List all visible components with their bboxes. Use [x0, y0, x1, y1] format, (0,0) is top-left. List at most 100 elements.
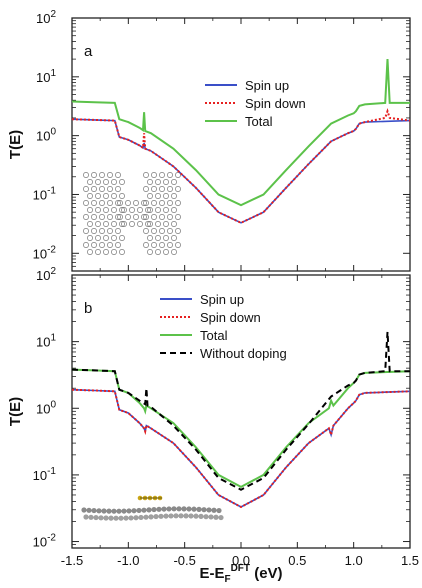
atom-ring: [147, 179, 153, 185]
y-tick-base: 10: [33, 187, 47, 202]
atom-ring: [107, 186, 113, 192]
atom-ring: [83, 200, 89, 206]
atom-ring: [143, 228, 149, 234]
y-tick-label: 10-1: [33, 466, 57, 483]
y-tick-exponent: 1: [50, 333, 56, 344]
atom: [196, 506, 202, 512]
atom-ring: [107, 228, 113, 234]
atom-ring: [145, 207, 151, 213]
atom: [123, 515, 129, 521]
atom-ring: [115, 172, 121, 178]
y-tick-base: 10: [36, 335, 50, 350]
atom-ring: [99, 200, 105, 206]
atom-ring: [115, 200, 121, 206]
atom: [148, 514, 154, 520]
atom-ring: [115, 214, 121, 220]
atom: [118, 515, 124, 521]
atom-ring: [125, 200, 131, 206]
atom-ring: [117, 214, 123, 220]
atom: [188, 513, 194, 519]
atom: [191, 506, 197, 512]
atom-ring: [171, 221, 177, 227]
atom: [206, 507, 212, 513]
y-tick-exponent: 2: [50, 9, 56, 20]
atom-ring: [107, 172, 113, 178]
atom-ring: [91, 172, 97, 178]
atom-ring: [175, 228, 181, 234]
x-label-main: E-E: [199, 565, 224, 582]
atom-ring: [115, 186, 121, 192]
atom: [173, 513, 179, 519]
x-label-sub: F: [224, 574, 230, 583]
x-tick-label: 0.5: [288, 553, 306, 568]
atom-ring: [141, 214, 147, 220]
atom: [153, 513, 159, 520]
atom-ring: [107, 200, 113, 206]
atom-ring: [103, 221, 109, 227]
atom-ring: [167, 172, 173, 178]
atom: [101, 508, 107, 514]
atom-ring: [155, 235, 161, 241]
atom-ring: [145, 221, 151, 227]
atom: [211, 507, 217, 513]
atom-ring: [147, 235, 153, 241]
atom-ring: [119, 193, 125, 199]
atom-ring: [103, 193, 109, 199]
atom-ring: [111, 235, 117, 241]
atom-ring: [83, 214, 89, 220]
atom-ring: [95, 249, 101, 255]
legend-entry: Without doping: [200, 346, 287, 361]
y-tick-label: 101: [36, 68, 56, 85]
atom-ring: [175, 214, 181, 220]
atom-ring: [119, 207, 125, 213]
atom: [116, 508, 122, 514]
atom-ring: [167, 186, 173, 192]
molecule-inset: [83, 172, 181, 255]
atom: [103, 515, 109, 521]
atom-ring: [107, 214, 113, 220]
atom-ring: [119, 179, 125, 185]
atom-ring: [99, 214, 105, 220]
y-tick-exponent: -2: [47, 244, 56, 255]
atom-ring: [99, 186, 105, 192]
atom: [138, 514, 144, 521]
legend-entry: Total: [245, 114, 273, 129]
atom: [93, 514, 99, 521]
atom-ring: [103, 179, 109, 185]
atom-ring: [99, 242, 105, 248]
y-tick-base: 10: [36, 401, 50, 416]
y-tick-base: 10: [33, 535, 47, 550]
y-tick-label: 102: [36, 9, 56, 26]
y-tick-base: 10: [36, 268, 50, 283]
series-line-total: [71, 368, 411, 489]
atom-ring: [155, 221, 161, 227]
legend-entry: Spin down: [245, 96, 306, 111]
atom: [161, 506, 167, 512]
atom-ring: [121, 221, 127, 227]
shared-axis-labels: -1.5 -1.0 -0.5 0.0 0.5 1.0 1.5 E-EFDFT (eV): [61, 553, 419, 585]
series-line-total: [71, 59, 410, 207]
atom-ring: [125, 214, 131, 220]
y-tick-label: 10-2: [33, 244, 57, 261]
atom: [136, 507, 142, 514]
x-tick-label: 1.5: [401, 553, 419, 568]
atom-ring: [87, 235, 93, 241]
atom: [183, 513, 189, 519]
y-tick-base: 10: [36, 11, 50, 26]
atom: [156, 506, 162, 512]
series-line-spin-down: [71, 388, 411, 509]
atom: [163, 513, 169, 519]
atom-ring: [171, 235, 177, 241]
atom-ring: [95, 207, 101, 213]
atom-ring: [119, 249, 125, 255]
atom: [201, 507, 207, 513]
atom: [181, 506, 187, 512]
atom-ring: [155, 249, 161, 255]
atom-ring: [91, 186, 97, 192]
y-tick-label: 10-1: [33, 185, 57, 202]
atom-ring: [147, 207, 153, 213]
atom-ring: [133, 214, 139, 220]
atom: [113, 515, 119, 521]
